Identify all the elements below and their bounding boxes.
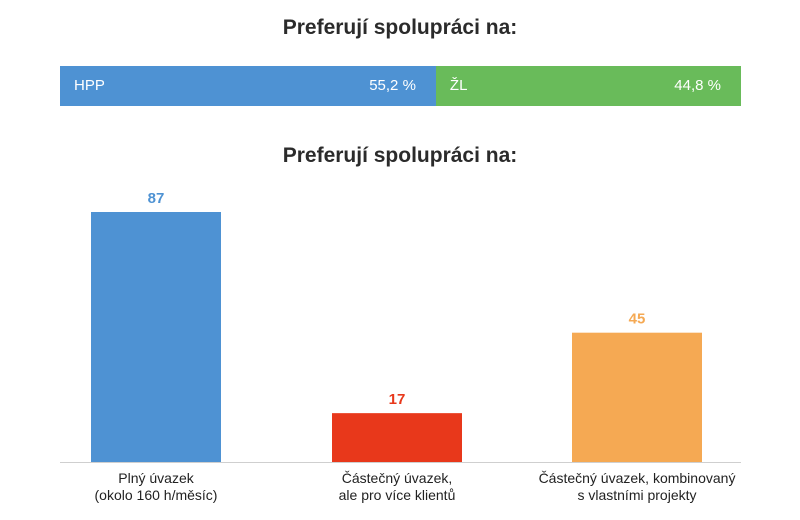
segment-hpp-value: 55,2 % (369, 77, 416, 94)
top-chart-title: Preferují spolupráci na: (282, 16, 518, 39)
bar-chart-title: Preferují spolupráci na: (282, 144, 518, 167)
segment-hpp: HPP 55,2 % (60, 66, 436, 106)
bar-0 (91, 212, 221, 462)
segment-zl-label: ŽL (449, 77, 468, 94)
bar-2 (572, 332, 702, 462)
bar-1 (332, 413, 462, 462)
segment-hpp-label: HPP (74, 77, 105, 94)
bar-value-label-0: 87 (148, 190, 165, 207)
bar-value-label-2: 45 (629, 311, 646, 328)
segment-zl-value: 44,8 % (674, 77, 721, 94)
bar-value-label-1: 17 (389, 391, 406, 408)
category-label-1: Částečný úvazek, ale pro více klientů (338, 470, 456, 503)
segment-zl: ŽL 44,8 % (435, 66, 741, 106)
stacked-preference-bar: HPP 55,2 % ŽL 44,8 % (60, 66, 741, 106)
category-label-0: Plný úvazek (okolo 160 h/měsíc) (94, 470, 218, 503)
category-label-2: Částečný úvazek, kombinovaný s vlastními… (538, 470, 736, 503)
